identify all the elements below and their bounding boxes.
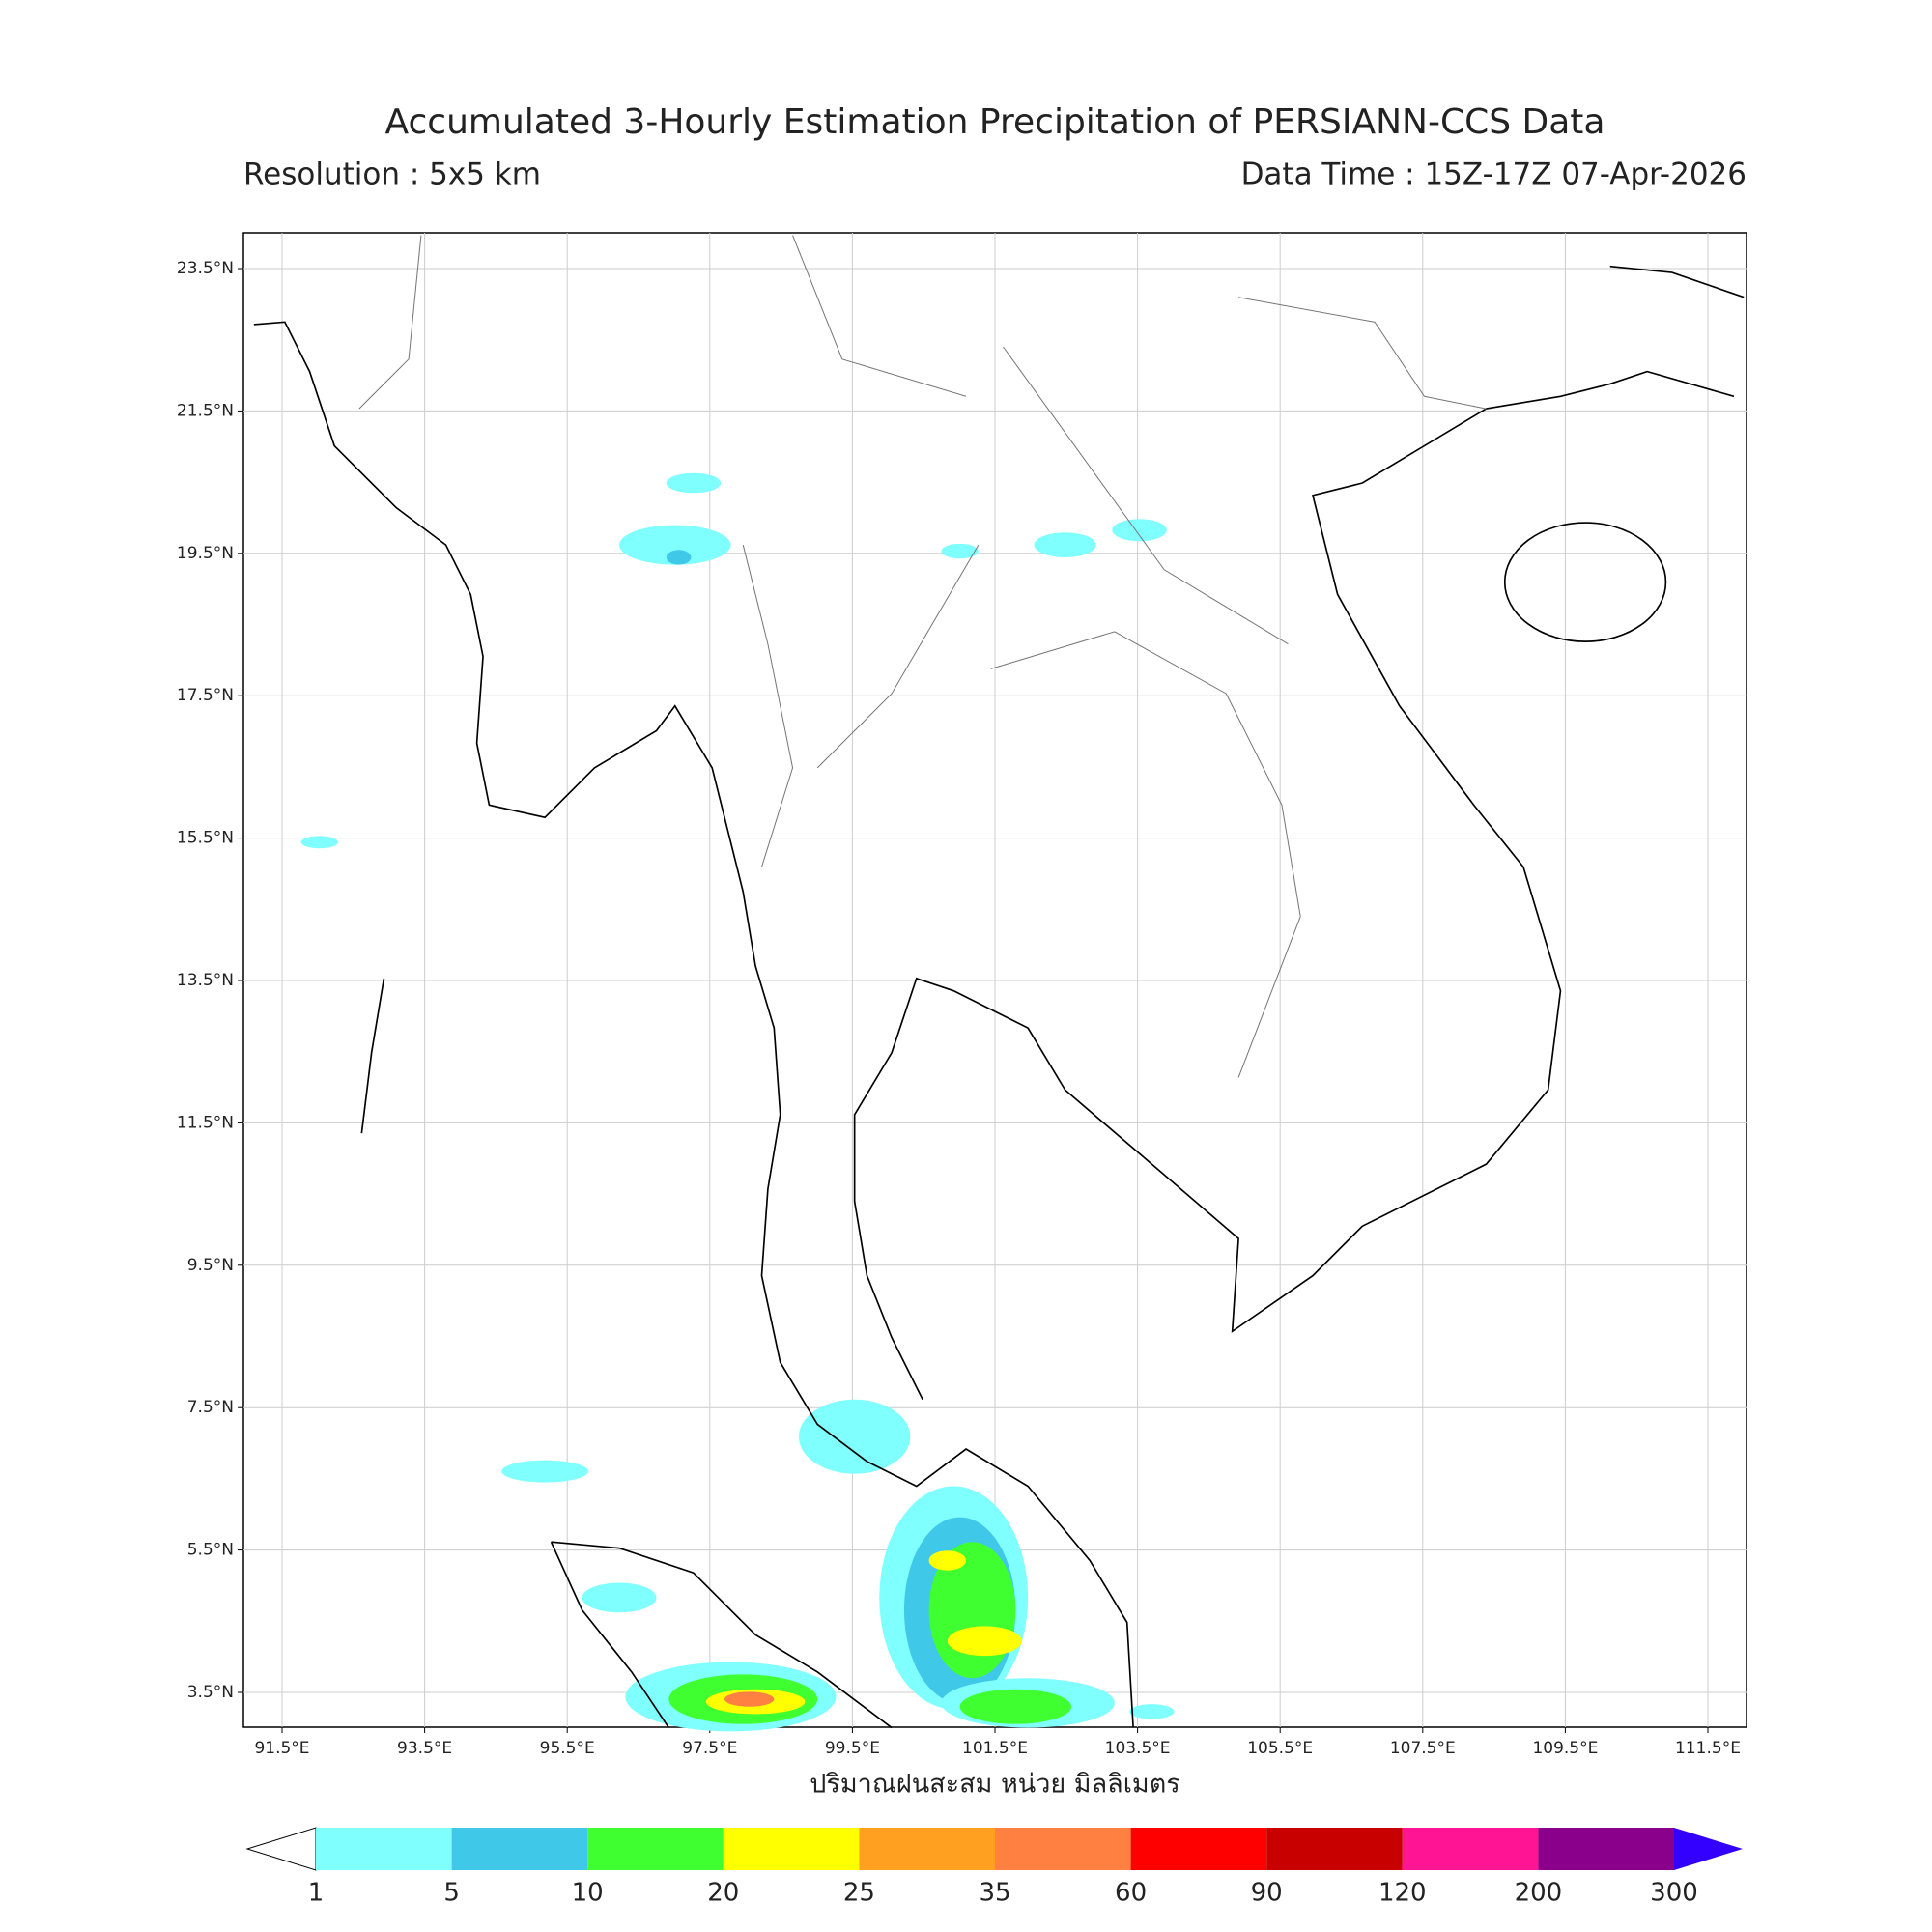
lon-label: 95.5°E [540,1739,595,1758]
colorbar: 1 5 10 20 25 35 60 90 120 200 300 [245,1827,1743,1908]
lat-label: 17.5°N [177,686,234,705]
rain [300,472,1175,1732]
colorbar-tick-label: 60 [1115,1879,1147,1908]
lon-label: 91.5°E [254,1739,309,1758]
lat-label: 23.5°N [177,259,234,278]
color-box [995,1828,1131,1870]
color-box [1266,1828,1403,1870]
lat-label: 7.5°N [187,1398,234,1417]
lat-label: 3.5°N [187,1683,234,1702]
over-arrow [1674,1828,1743,1870]
lat-label: 21.5°N [177,401,234,420]
colorbar-tick-label: 120 [1378,1879,1427,1908]
colorbar-tick-label: 200 [1515,1879,1563,1908]
lon-label: 103.5°E [1105,1739,1171,1758]
color-box [451,1828,588,1870]
color-box [723,1828,860,1870]
lat-label: 9.5°N [187,1256,234,1275]
color-box [859,1828,995,1870]
under-arrow [245,1827,317,1871]
lat-label: 15.5°N [177,829,234,848]
colorbar-tick-label: 25 [843,1879,875,1908]
colorbar-tick-label: 35 [979,1879,1010,1908]
colorbar-tick-label: 90 [1251,1879,1283,1908]
colorbar-tick-label: 5 [443,1879,460,1908]
color-box [1130,1828,1267,1870]
colorbar-tick-label: 20 [707,1879,739,1908]
colorbar-tick-label: 300 [1650,1879,1698,1908]
color-box [1402,1828,1539,1870]
color-box [316,1828,452,1870]
lat-label: 19.5°N [177,544,234,563]
colorbar-tick-label: 10 [572,1879,604,1908]
lon-label: 93.5°E [397,1739,452,1758]
resolution: Resolution : 5x5 km [243,157,541,192]
lon-label: 101.5°E [962,1739,1028,1758]
lon-label: 109.5°E [1532,1739,1598,1758]
data-time: Data Time : 15Z-17Z 07-Apr-2026 [1241,157,1747,192]
x-label: ปริมาณฝนสะสม หน่วย มิลลิเมตร [810,1770,1180,1800]
lat-label: 13.5°N [177,971,234,990]
lat-label: 11.5°N [177,1113,234,1132]
lon-label: 107.5°E [1390,1739,1456,1758]
lat-label: 5.5°N [187,1541,234,1560]
lon-label: 105.5°E [1247,1739,1313,1758]
colorbar-tick-label: 1 [308,1879,325,1908]
title: Accumulated 3-Hourly Estimation Precipit… [385,102,1605,142]
map-layer [253,235,1745,1732]
lon-label: 99.5°E [825,1739,880,1758]
color-box [587,1828,724,1870]
lon-label: 97.5°E [682,1739,737,1758]
color-box [1538,1828,1674,1870]
lon-label: 111.5°E [1675,1739,1741,1758]
